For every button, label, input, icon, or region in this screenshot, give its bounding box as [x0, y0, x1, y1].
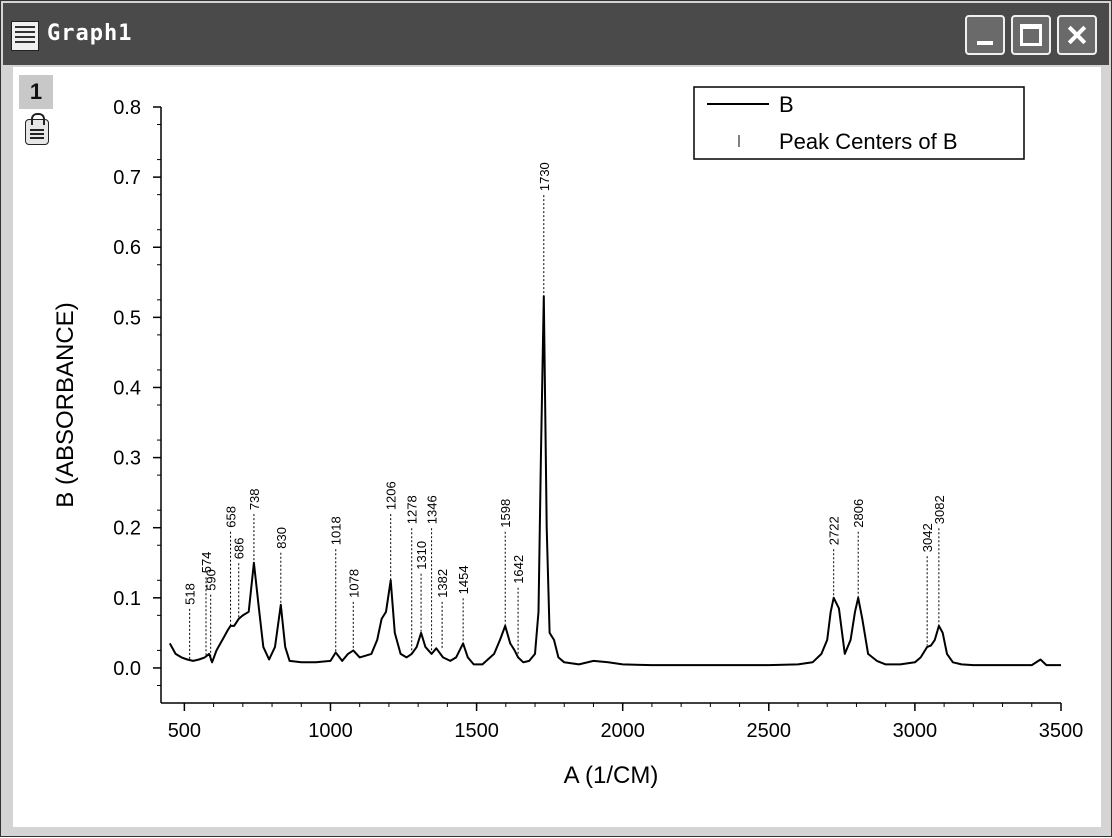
- x-tick-label: 1500: [454, 720, 499, 742]
- x-tick-label: 3500: [1039, 720, 1084, 742]
- graph-window-icon[interactable]: [11, 21, 39, 51]
- legend-entry-peaks: Peak Centers of B: [779, 129, 958, 154]
- peak-center-label: 738: [247, 488, 262, 510]
- peak-center-label: 3082: [932, 495, 947, 524]
- peak-center-label: 2806: [851, 499, 866, 528]
- peak-center-label: 574: [199, 552, 214, 574]
- x-tick-label: 3000: [893, 720, 938, 742]
- peak-center-label: 1642: [511, 555, 526, 584]
- x-axis-title: A (1/CM): [564, 762, 659, 789]
- x-tick-label: 1000: [308, 720, 353, 742]
- peak-center-label: 1206: [384, 481, 399, 510]
- y-axis-title: B (ABSORBANCE): [52, 302, 79, 507]
- x-tick-label: 2000: [600, 720, 645, 742]
- y-tick-label: 0.8: [113, 97, 141, 119]
- x-tick-label: 2500: [747, 720, 792, 742]
- y-tick-label: 0.0: [113, 658, 141, 680]
- y-tick-label: 0.2: [113, 518, 141, 540]
- title-bar[interactable]: Graph1: [3, 3, 1109, 65]
- layer-tab[interactable]: 1: [19, 75, 53, 109]
- legend[interactable]: B Peak Centers of B: [693, 86, 1025, 160]
- peak-center-label: 518: [183, 583, 198, 605]
- peak-center-label: 830: [274, 527, 289, 549]
- y-tick-label: 0.4: [113, 377, 141, 399]
- peak-center-label: 1382: [435, 569, 450, 598]
- peak-center-label: 1598: [498, 499, 513, 528]
- peak-center-label: 3042: [920, 523, 935, 552]
- series-line-b[interactable]: [168, 295, 1061, 667]
- window-title: Graph1: [47, 21, 133, 46]
- y-tick-label: 0.6: [113, 237, 141, 259]
- x-tick-label: 500: [168, 720, 201, 742]
- peak-center-label: 658: [224, 506, 239, 528]
- peak-center-label: 2722: [827, 516, 842, 545]
- legend-box: [693, 86, 1025, 160]
- peak-center-label: 1018: [329, 516, 344, 545]
- legend-entry-b: B: [779, 92, 794, 117]
- close-button[interactable]: [1057, 15, 1097, 55]
- y-tick-label: 0.7: [113, 167, 141, 189]
- peak-center-label: 1310: [414, 541, 429, 570]
- maximize-button[interactable]: [1011, 15, 1051, 55]
- minimize-button[interactable]: [965, 15, 1005, 55]
- y-tick-label: 0.3: [113, 448, 141, 470]
- graph-page: [13, 67, 1101, 827]
- peak-center-label: 1278: [405, 495, 420, 524]
- peak-center-label: 1078: [346, 569, 361, 598]
- peak-center-label: 1346: [425, 495, 440, 524]
- peak-center-label: 1730: [537, 162, 552, 191]
- lock-icon[interactable]: [25, 113, 49, 145]
- y-tick-label: 0.1: [113, 588, 141, 610]
- peak-center-label: 1454: [456, 565, 471, 594]
- peak-center-label: 590: [204, 569, 219, 591]
- peak-center-label: 686: [232, 538, 247, 560]
- y-tick-label: 0.5: [113, 307, 141, 329]
